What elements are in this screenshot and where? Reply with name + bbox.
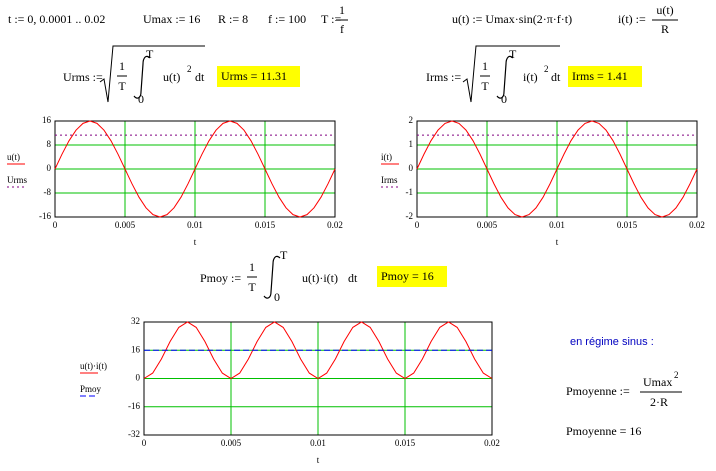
y-tick-label: 1 [409,139,414,149]
integral [263,255,281,299]
legend-label: Urms [7,175,27,185]
y-tick-label: -2 [406,211,414,221]
dt: dt [551,70,561,84]
y-tick-label: 16 [42,115,52,125]
y-tick-label: -16 [128,401,140,411]
exp: 2 [187,64,192,74]
x-tick-label: 0.005 [115,220,136,230]
x-tick-label: 0.015 [395,438,416,448]
exp: 2 [674,370,679,380]
t-definition: t := 0, 0.0001 .. 0.02 [8,12,105,26]
y-tick-label: -1 [406,187,414,197]
den: 2·R [650,395,668,409]
y-tick-label: 16 [131,344,141,354]
den: T [248,280,256,294]
x-tick-label: 0.02 [689,220,705,230]
irms-formula: Irms := 1 T T 0 i(t) 2 dt Irms = 1.41 [426,45,642,106]
x-tick-label: 0.005 [221,438,242,448]
legend-label: u(t) [7,152,20,162]
lhs: Irms := [426,70,461,84]
result: Urms = 11.31 [221,69,287,83]
y-tick-label: -32 [128,429,140,439]
den: T [118,79,126,93]
x-tick-label: 0.02 [484,438,500,448]
x-tick-label: 0.01 [310,438,326,448]
result: Pmoyenne = 16 [566,424,641,438]
pmoy-formula: Pmoy := 1 T T 0 u(t)·i(t) dt Pmoy = 16 [200,248,447,304]
i-num: u(t) [656,3,673,17]
x-axis-label: t [317,455,320,465]
y-tick-label: 0 [136,373,141,383]
y-tick-label: 0 [409,163,414,173]
legend-label: Irms [381,175,398,185]
lhs: Pmoy := [200,271,241,285]
umax-definition: Umax := 16 [143,12,200,26]
t-num: 1 [339,3,345,17]
pmoyenne-block: en régime sinus : Pmoyenne := Umax 2 2·R… [566,336,682,438]
x-tick-label: 0 [53,220,58,230]
series-line [416,120,698,218]
sqrt [462,45,560,103]
x-axis-label: t [194,237,197,247]
den: T [481,79,489,93]
num: 1 [482,59,488,73]
t-den: f [340,22,344,36]
num: 1 [119,59,125,73]
i-lhs: i(t) := [618,12,646,26]
integrand: u(t) [163,70,180,84]
legend-label: Pmoy [80,384,102,394]
t-lhs: T := [321,12,341,26]
x-tick-label: 0.015 [255,220,276,230]
x-tick-label: 0.015 [617,220,638,230]
y-tick-label: -8 [44,187,52,197]
legend-label: i(t) [381,152,392,162]
lower: 0 [501,92,507,106]
lower: 0 [274,290,280,304]
lhs: Urms := [63,70,103,84]
x-tick-label: 0 [415,220,420,230]
y-tick-label: 32 [131,316,140,326]
highlight [217,66,300,87]
dt: dt [348,271,358,285]
exp: 2 [544,64,549,74]
upper: T [509,47,517,61]
urms-formula: Urms := 1 T T 0 u(t) 2 dt Urms = 11.31 [63,45,300,106]
dt: dt [195,70,205,84]
result: Pmoy = 16 [381,269,434,283]
lower: 0 [138,92,144,106]
lhs: Pmoyenne := [566,384,630,398]
num: 1 [249,260,255,274]
legend-label: u(t)·i(t) [80,361,107,371]
upper: T [146,47,154,61]
y-tick-label: 2 [409,115,414,125]
x-tick-label: 0.01 [549,220,565,230]
x-tick-label: 0.02 [327,220,343,230]
series-line [54,120,336,218]
integrand: u(t)·i(t) [302,271,338,285]
f-definition: f := 100 [268,12,306,26]
x-axis-label: t [556,237,559,247]
num: Umax [643,375,672,389]
upper: T [280,248,288,262]
sqrt [99,45,205,103]
i-den: R [661,22,669,36]
x-tick-label: 0.005 [477,220,498,230]
y-tick-label: 0 [47,163,52,173]
highlight [377,266,447,287]
integral [133,55,151,99]
r-definition: R := 8 [218,12,248,26]
integral [496,55,514,99]
note: en régime sinus : [570,336,654,348]
highlight [568,66,642,87]
result: Irms = 1.41 [572,69,628,83]
y-tick-label: -16 [39,211,51,221]
x-tick-label: 0.01 [187,220,203,230]
u-definition: u(t) := Umax·sin(2·π·f·t) [452,12,572,26]
y-tick-label: 8 [47,139,52,149]
integrand: i(t) [523,70,538,84]
series-line [143,321,493,380]
x-tick-label: 0 [142,438,147,448]
